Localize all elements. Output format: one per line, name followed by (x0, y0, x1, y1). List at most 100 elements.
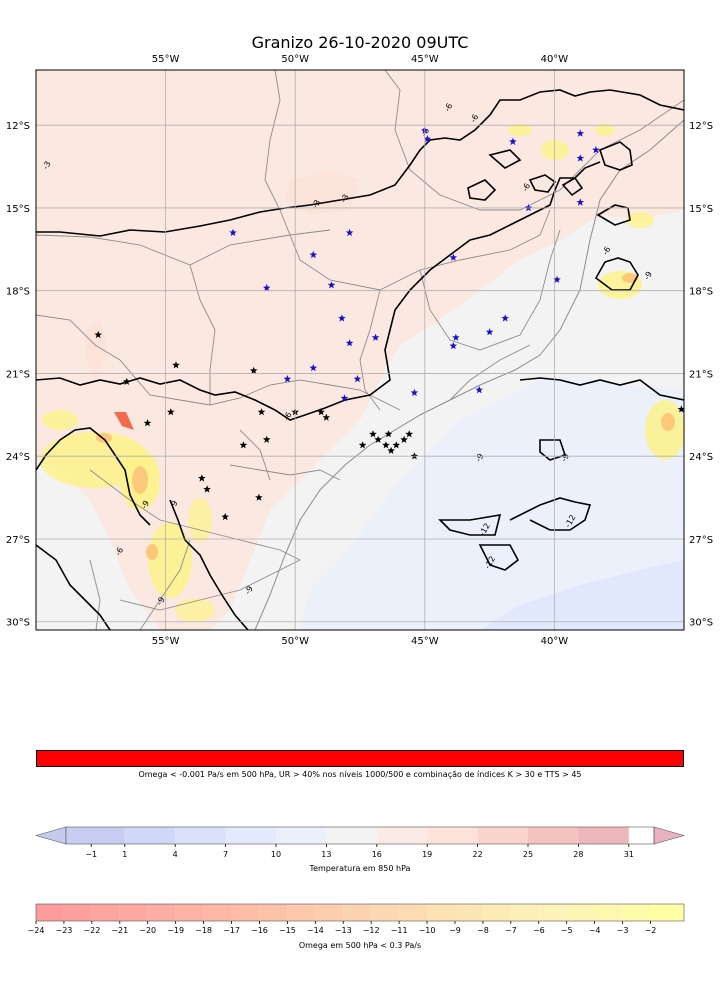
hail-report-star-blue (283, 375, 292, 383)
hail-report-star-black (257, 408, 266, 416)
colorbar-tick-label: −23 (55, 926, 72, 935)
colorbar-extend-low (34, 826, 67, 845)
colorbar-swatch (175, 904, 204, 921)
lon-tick-label-bottom: 50°W (281, 636, 309, 647)
hail-report-star-black (392, 441, 401, 449)
colorbar-swatch (650, 904, 684, 921)
temperature-field-cool-2 (480, 560, 684, 630)
hail-report-star-black (677, 405, 684, 413)
lon-tick-label-top: 50°W (281, 54, 309, 65)
lat-tick-label-right: 30°S (689, 618, 713, 629)
colorbar-omega-mask (36, 750, 684, 767)
temperature-field-warm-2 (285, 170, 360, 215)
colorbar-swatch (175, 827, 226, 844)
colorbar-swatch (538, 904, 567, 921)
lon-tick-label-top: 55°W (152, 54, 180, 65)
colorbar-swatch (66, 827, 125, 844)
lon-tick-label-bottom: 40°W (541, 636, 569, 647)
hail-report-star-black (198, 474, 206, 482)
hail-report-star-blue (353, 375, 362, 383)
colorbar-frame (35, 903, 685, 922)
hail-report-star-blue (449, 341, 458, 350)
colorbar-tick-label: −10 (419, 926, 436, 935)
colorbar-tick-label: 16 (372, 850, 382, 859)
hail-report-star-black (382, 441, 390, 449)
hail-report-star-black (410, 452, 419, 460)
colorbar-tick-label: −21 (111, 926, 128, 935)
colorbar-omega-500-label: Omega em 500 hPa < 0.3 Pa/s (298, 941, 422, 950)
hail-report-star-blue (501, 314, 509, 322)
colorbar-tick-label: −12 (363, 926, 380, 935)
contour-label: -9 (559, 452, 571, 463)
lat-tick-label-right: 18°S (689, 287, 713, 298)
hail-report-star-blue (553, 275, 561, 283)
colorbar-swatch (528, 827, 579, 844)
hail-report-star-blue (371, 333, 380, 341)
colorbar-tick-label: 1 (122, 850, 127, 859)
hail-report-star-blue (592, 146, 600, 154)
hail-report-star-black (400, 435, 408, 443)
colorbar-swatch (376, 827, 428, 844)
hail-report-star-blue (345, 228, 354, 236)
omega-contours (36, 89, 684, 630)
colorbar-tick-label: −9 (449, 926, 461, 935)
contour-label: -3 (310, 198, 322, 209)
temperature-field-warm-3 (84, 320, 108, 380)
colorbar-swatch (566, 904, 595, 921)
lat-tick-label-left: 30°S (6, 618, 30, 629)
contour-label: -9 (243, 584, 255, 595)
hail-report-star-black (317, 408, 325, 416)
colorbar-swatch (427, 904, 455, 921)
contour-label: -3 (339, 193, 351, 204)
colorbar-swatch (371, 904, 400, 921)
colorbar-swatch (399, 904, 428, 921)
hail-report-star-black (167, 408, 175, 416)
hail-report-star-black (358, 441, 367, 449)
hail-report-star-blue (452, 333, 460, 341)
colorbar-tick-label: −8 (477, 926, 489, 935)
lat-tick-label-right: 21°S (689, 369, 713, 380)
hail-report-star-blue (262, 283, 271, 292)
colorbar-tick-label: −17 (223, 926, 240, 935)
hail-report-star-black (255, 493, 263, 501)
colorbar-tick-label: 22 (473, 850, 483, 859)
hail-report-star-black (122, 377, 131, 385)
lat-tick-label-left: 21°S (6, 369, 30, 380)
contour-label: -6 (601, 245, 613, 256)
hail-report-star-black (172, 361, 180, 369)
lat-tick-label-left: 12°S (6, 121, 30, 132)
contour-label: -9 (155, 595, 167, 606)
hail-report-star-blue (475, 386, 483, 394)
contour-label: -3 (41, 160, 53, 171)
colorbar-swatch (231, 904, 260, 921)
colorbar-tick-label: 31 (624, 850, 634, 859)
state-borders (36, 70, 684, 630)
lon-tick-label-bottom: 45°W (411, 636, 439, 647)
colorbar-tick-label: −6 (533, 926, 545, 935)
colorbar-swatch (124, 827, 176, 844)
hail-report-star-black (374, 435, 382, 443)
hail-report-star-black (262, 435, 271, 443)
colorbar-temperature-850: −1 1 4 7 10 13 16 19 22 25 28 31 (34, 826, 686, 859)
colorbar-tick-label: −13 (335, 926, 352, 935)
contour-label: -6 (520, 182, 532, 193)
colorbar-tick-label: −5 (561, 926, 573, 935)
hail-report-star-blue (485, 328, 494, 336)
colorbar-omega-500: −24 −23 −22 −21 −20 −19 −18 −17 −16 −15 −14 −13 −12 −… (28, 903, 685, 935)
hail-report-star-blue (576, 154, 585, 162)
colorbar-swatch (594, 904, 623, 921)
omega-blobs (40, 124, 684, 622)
colorbar-swatch (477, 827, 528, 844)
chart-title: Granizo 26-10-2020 09UTC (251, 33, 469, 52)
hail-report-star-black (387, 446, 395, 454)
colorbar-tick-label: −18 (195, 926, 212, 935)
colorbar-swatch (287, 904, 316, 921)
colorbar-swatch (622, 904, 651, 921)
colorbar-swatch (259, 904, 288, 921)
colorbar-swatch (119, 904, 148, 921)
hail-report-star-black (384, 430, 393, 438)
colorbar-tick-label: −14 (307, 926, 324, 935)
colorbar-swatch (147, 904, 176, 921)
hail-report-star-blue (345, 339, 354, 347)
hail-report-star-blue (576, 198, 585, 206)
